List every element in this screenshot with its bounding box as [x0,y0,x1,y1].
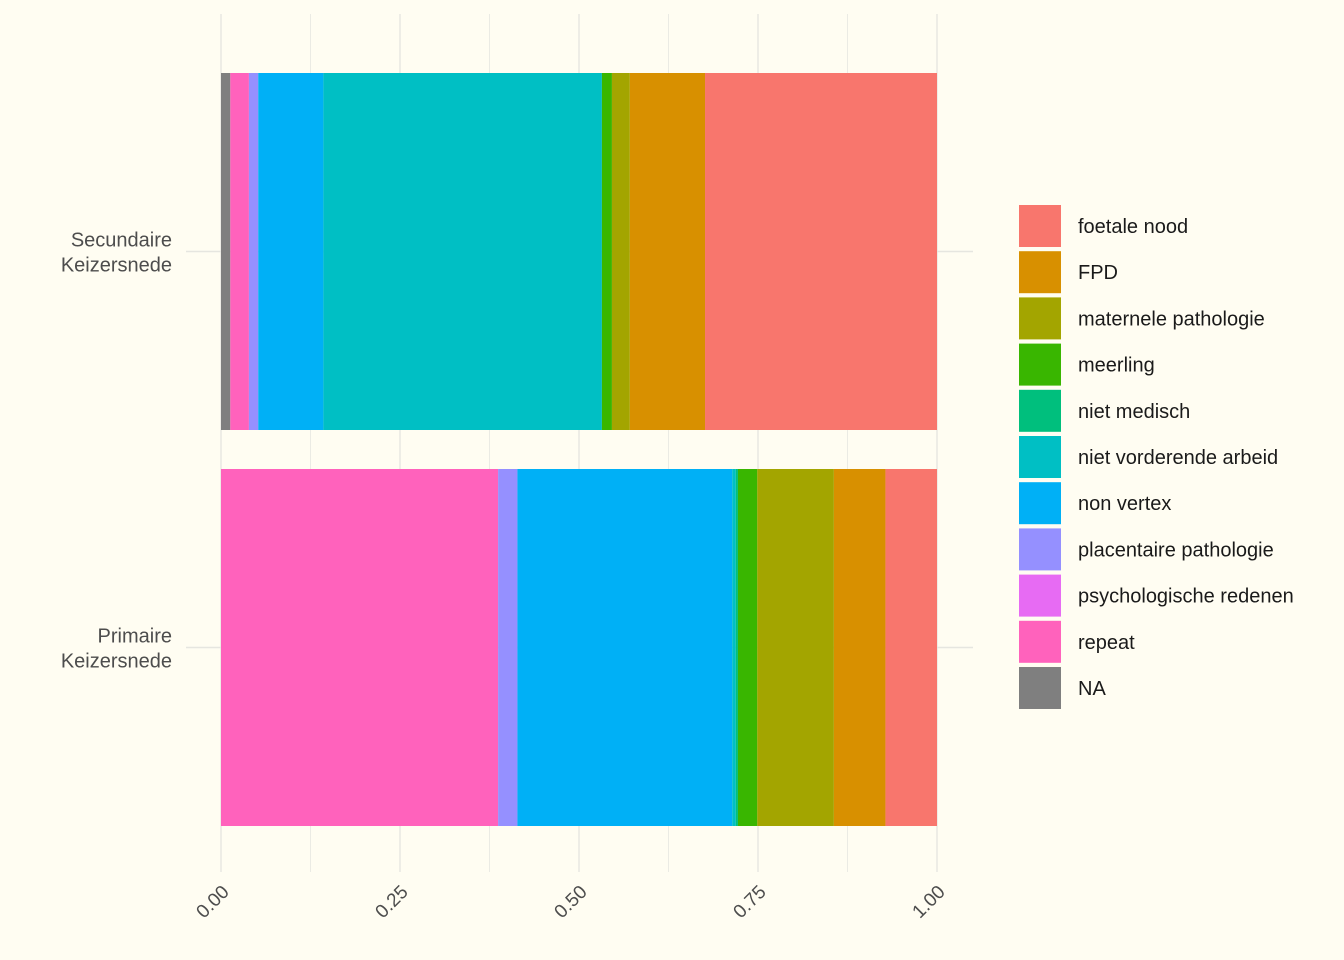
legend-label: psychologische redenen [1078,586,1294,608]
bar-segment-placentaire-pathologie [248,73,259,430]
x-tick-label: 1.00 [909,882,950,923]
legend-label: maternele pathologie [1078,308,1265,330]
legend-key [1019,205,1061,247]
legend-key [1019,343,1061,386]
legend-key [1019,297,1061,340]
legend-label: FPD [1078,262,1118,284]
bar-segment-foetale-nood [885,469,937,826]
category-label-line: Secundaire [71,230,172,252]
bar-segment-placentaire-pathologie [498,469,518,826]
bar-segment-niet-vorderende-arbeid [732,469,736,826]
x-tick-label: 0.00 [193,882,234,923]
legend-label: NA [1078,678,1106,700]
x-tick-label: 0.75 [730,882,771,923]
x-tick-label: 0.25 [372,882,413,923]
legend-label: non vertex [1078,493,1171,515]
bar-segment-maternele-pathologie [757,469,834,826]
bar-segment-niet-vorderende-arbeid [323,73,602,430]
legend-label: placentaire pathologie [1078,539,1274,561]
x-tick-label: 0.50 [551,882,592,923]
legend-key [1019,251,1061,294]
legend-label: niet vorderende arbeid [1078,447,1278,469]
bar-segment-meerling [601,73,612,430]
legend-key [1019,574,1061,617]
category-label: Primaire Keizersnede [61,626,172,673]
legend: foetale nood FPD maternele pathologie meerl… [1019,205,1294,709]
category-label-line: Keizersnede [61,255,172,277]
bar-segment-non-vertex [258,73,324,430]
legend-key [1019,482,1061,525]
category-label-line: Primaire [98,626,172,648]
legend-label: meerling [1078,355,1155,377]
legend-label: repeat [1078,632,1135,654]
bar-segment-fpd [833,469,886,826]
bar-segment-niet-medisch [735,469,738,826]
bar-segment-repeat [221,469,499,826]
legend-key [1019,528,1061,571]
bar-segment-meerling [737,469,758,826]
bar-segment-fpd [629,73,706,430]
legend-key [1019,667,1061,709]
legend-key [1019,436,1061,478]
bar-segment-foetale-nood [705,73,937,430]
category-label-line: Keizersnede [61,651,172,673]
bar-segment-na [221,73,231,430]
bar-segment-maternele-pathologie [611,73,630,430]
legend-key [1019,620,1061,663]
legend-label: foetale nood [1078,216,1188,238]
bars [221,73,937,826]
bar-segment-repeat [230,73,249,430]
legend-label: niet medisch [1078,401,1190,423]
category-label: Secundaire Keizersnede [61,230,172,277]
legend-key [1019,389,1061,432]
bar-segment-non-vertex [517,469,733,826]
